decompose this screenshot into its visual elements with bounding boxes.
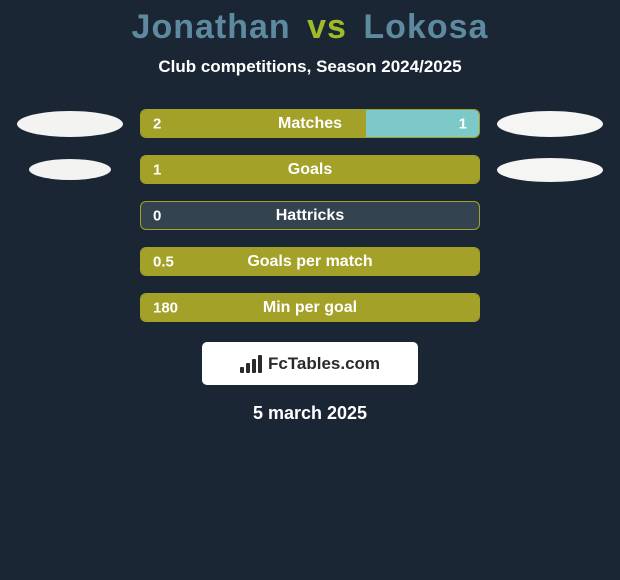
stat-row: Matches2 1 [0, 109, 620, 138]
stat-row: Goals per match0.5 [0, 247, 620, 276]
date-text: 5 march 2025 [0, 403, 620, 424]
left-value: 0.5 [153, 253, 174, 270]
stat-label: Matches [141, 115, 479, 133]
stat-label: Goals per match [141, 253, 479, 271]
stat-bar: Matches2 1 [140, 109, 480, 138]
player-2-name: Lokosa [363, 8, 488, 46]
stat-label: Hattricks [141, 207, 479, 225]
stat-row: Goals1 [0, 155, 620, 184]
logo-box: FcTables.com [202, 342, 418, 385]
left-marker-slot [20, 159, 140, 180]
logo-chart-icon [240, 355, 262, 373]
player-1-name: Jonathan [132, 8, 291, 46]
left-value: 180 [153, 299, 178, 316]
left-value: 1 [153, 161, 161, 178]
comparison-infographic: Jonathan vs Lokosa Club competitions, Se… [0, 0, 620, 580]
stat-label: Goals [141, 161, 479, 179]
right-player-marker [497, 158, 603, 182]
right-marker-slot [480, 111, 600, 137]
stat-row: Hattricks0 [0, 201, 620, 230]
stat-bar: Hattricks0 [140, 201, 480, 230]
left-player-marker [17, 111, 123, 137]
title-vs: vs [307, 8, 347, 46]
stat-rows: Matches21Goals1Hattricks0Goals per match… [0, 109, 620, 322]
right-value: 1 [459, 115, 467, 132]
stat-row: Min per goal180 [0, 293, 620, 322]
page-title: Jonathan vs Lokosa [0, 0, 620, 47]
logo-text: FcTables.com [268, 354, 380, 374]
right-player-marker [497, 111, 603, 137]
subtitle: Club competitions, Season 2024/2025 [0, 57, 620, 77]
stat-bar: Goals1 [140, 155, 480, 184]
left-marker-slot [20, 111, 140, 137]
left-value: 2 [153, 115, 161, 132]
left-value: 0 [153, 207, 161, 224]
stat-label: Min per goal [141, 299, 479, 317]
right-marker-slot [480, 158, 600, 182]
left-player-marker [29, 159, 111, 180]
stat-bar: Min per goal180 [140, 293, 480, 322]
stat-bar: Goals per match0.5 [140, 247, 480, 276]
